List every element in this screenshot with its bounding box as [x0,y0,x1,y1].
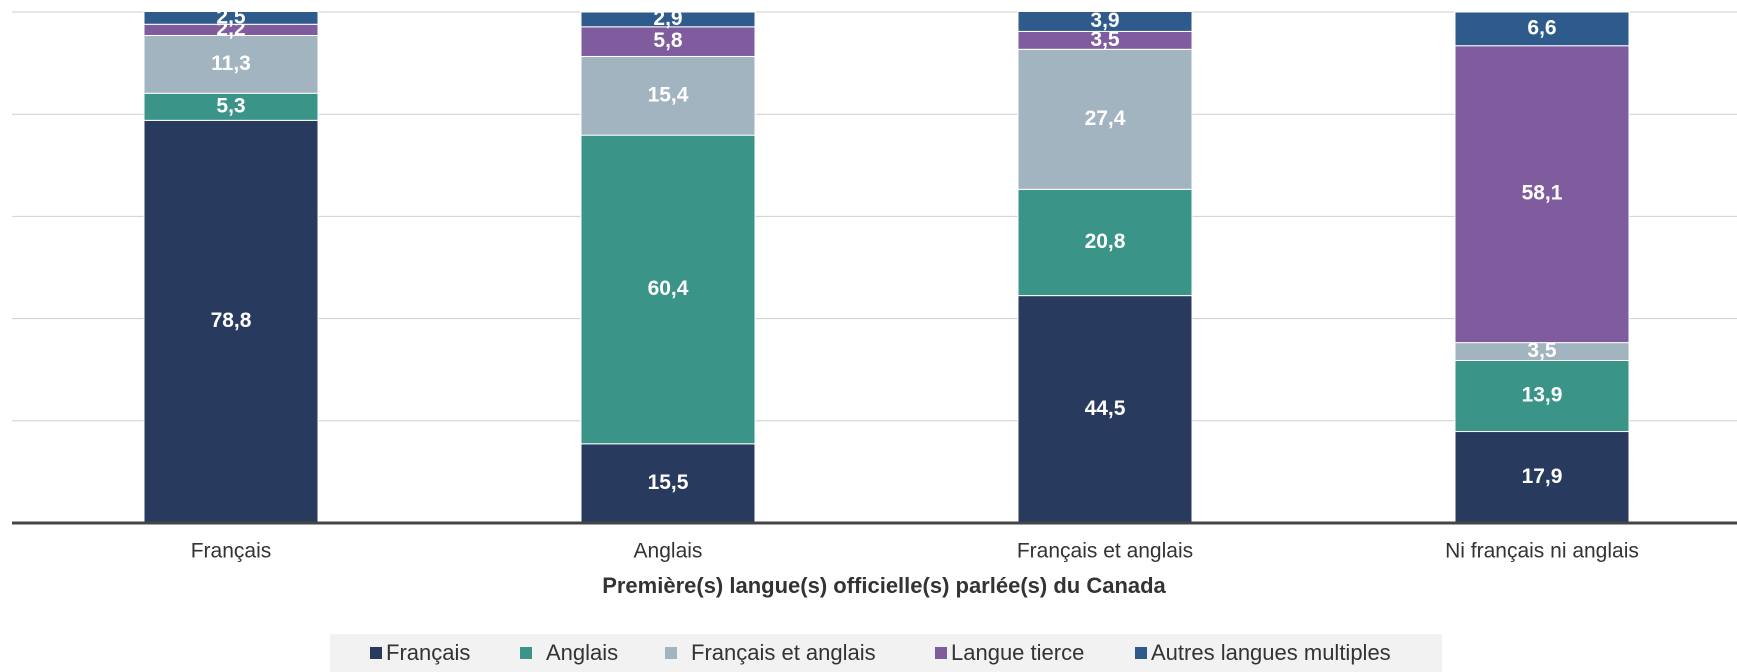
x-tick-label: Ni français ni anglais [1445,540,1639,563]
data-label: 15,5 [648,471,689,494]
data-label: 11,3 [211,52,251,75]
bar-segment [580,134,756,445]
legend-swatch [370,647,382,659]
legend-swatch [1135,647,1147,659]
bar-segment [1454,431,1630,524]
legend-label: Français [386,640,470,665]
bar-segment [1017,10,1193,32]
legend-label: Anglais [546,640,618,665]
legend-label: Français et anglais [691,640,876,665]
data-label: 2,5 [216,5,246,28]
bar-segment [143,92,319,121]
bar-segment [143,35,319,94]
legend-swatch [520,647,532,659]
data-label: 5,8 [653,29,683,52]
data-label: 60,4 [648,277,689,300]
data-label: 2,9 [653,7,682,30]
data-label: 3,5 [1527,339,1557,362]
bar-segment [580,55,756,136]
data-label: 78,8 [211,309,252,332]
data-label: 27,4 [1085,107,1126,130]
legend-swatch [665,647,677,659]
data-label: 20,8 [1085,230,1126,253]
legend-label: Autres langues multiples [1151,640,1391,665]
data-label: 6,6 [1527,16,1556,39]
bar-segment [143,10,319,25]
data-label: 3,5 [1090,28,1120,51]
bar-segment [580,11,756,28]
bar-segment [143,119,319,524]
data-label: 44,5 [1085,397,1126,420]
x-axis-title: Première(s) langue(s) officielle(s) parl… [602,573,1166,598]
data-label: 17,9 [1522,465,1563,488]
data-label: 13,9 [1522,384,1563,407]
legend-box [330,634,1442,672]
bar-segment [1017,188,1193,297]
data-label: 58,1 [1522,182,1563,205]
bar-segment [1454,360,1630,433]
bar-segment [1454,11,1630,47]
data-label: 15,4 [648,83,689,106]
x-tick-label: Français et anglais [1017,540,1193,563]
data-label: 3,9 [1090,9,1119,32]
legend-swatch [935,647,947,659]
x-tick-label: Anglais [634,540,703,563]
bar-segment [1017,295,1193,524]
data-label: 5,3 [216,94,245,117]
x-tick-label: Français [191,540,272,563]
bar-segment [1017,48,1193,190]
bar-segment [1454,45,1630,344]
bar-segment [580,443,756,524]
legend-label: Langue tierce [951,640,1084,665]
